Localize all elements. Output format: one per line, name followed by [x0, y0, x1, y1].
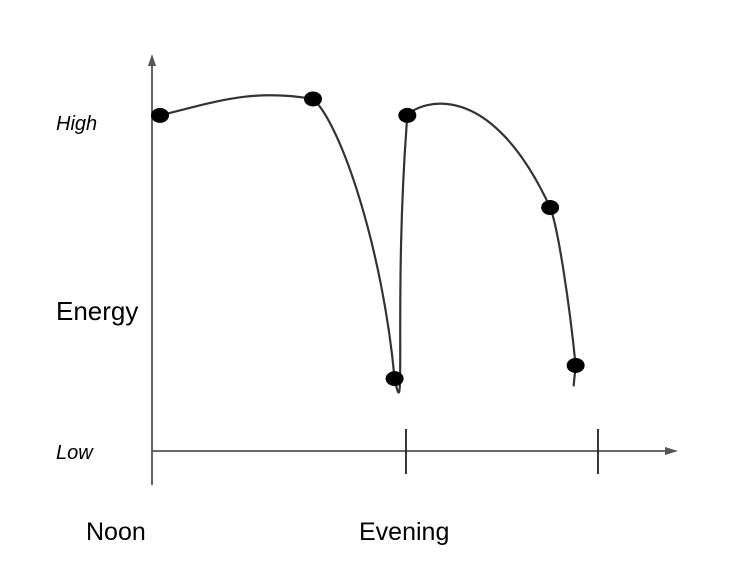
data-point-3 — [385, 371, 404, 387]
data-point-1 — [151, 107, 169, 123]
data-points — [151, 91, 585, 387]
y-tick-label-high: High — [56, 113, 97, 135]
y-axis-arrow — [148, 54, 156, 66]
y-axis-label: Energy — [56, 296, 138, 326]
data-point-5 — [541, 200, 560, 216]
axes — [148, 54, 678, 485]
x-tick-label-evening: Evening — [359, 518, 449, 546]
x-tick-label-noon: Noon — [86, 518, 146, 546]
energy-line — [158, 94, 577, 394]
data-point-6 — [566, 357, 585, 373]
y-tick-label-low: Low — [56, 442, 94, 464]
data-point-2 — [304, 91, 322, 107]
x-axis-arrow — [665, 447, 678, 455]
data-point-4 — [398, 107, 417, 123]
